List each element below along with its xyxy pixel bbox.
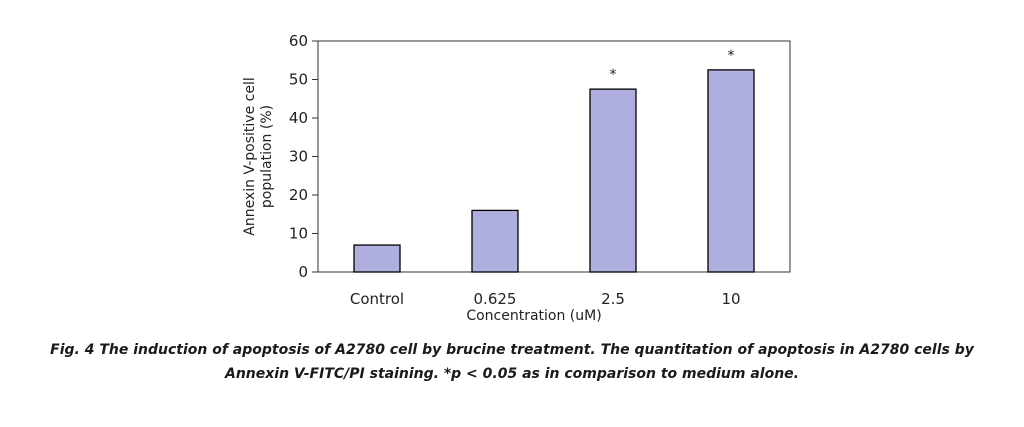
y-axis-ticks: 0 10 20 30 40 50 60 xyxy=(289,32,318,281)
x-axis-title: Concentration (uM) xyxy=(466,308,601,324)
x-tick-label: 0.625 xyxy=(474,290,517,308)
figure-caption: Fig. 4 The induction of apoptosis of A27… xyxy=(0,338,1024,386)
significance-marker: * xyxy=(728,48,735,64)
y-tick-label: 0 xyxy=(298,263,308,281)
significance-marker: * xyxy=(610,67,617,83)
x-tick-label: 10 xyxy=(721,290,740,308)
bar xyxy=(471,209,519,273)
y-tick-label: 50 xyxy=(289,71,308,89)
y-tick-label: 40 xyxy=(289,109,308,127)
bars: ** xyxy=(353,48,755,273)
bar xyxy=(707,69,755,273)
x-tick-label: Control xyxy=(350,290,404,308)
axis-titles: Concentration (uM) Annexin V-positive cel… xyxy=(242,77,602,324)
y-axis-title-line-1: Annexin V-positive cell xyxy=(242,77,258,235)
y-tick-label: 20 xyxy=(289,186,308,204)
bar xyxy=(589,88,637,273)
x-axis-ticks: Control 0.625 2.5 10 xyxy=(350,290,741,308)
caption-line-1: Fig. 4 The induction of apoptosis of A27… xyxy=(50,342,974,358)
bar xyxy=(353,244,401,273)
y-tick-label: 60 xyxy=(289,32,308,50)
y-tick-label: 10 xyxy=(289,225,308,243)
bar-chart-figure: 0 10 20 30 40 50 60 * * Control 0.625 2.5 10 Conce… xyxy=(242,32,791,324)
caption-line-2: Annexin V-FITC/PI staining. *p < 0.05 as… xyxy=(225,366,799,382)
y-tick-label: 30 xyxy=(289,148,308,166)
y-axis-title-line-2: population (%) xyxy=(259,105,275,208)
x-tick-label: 2.5 xyxy=(601,290,625,308)
